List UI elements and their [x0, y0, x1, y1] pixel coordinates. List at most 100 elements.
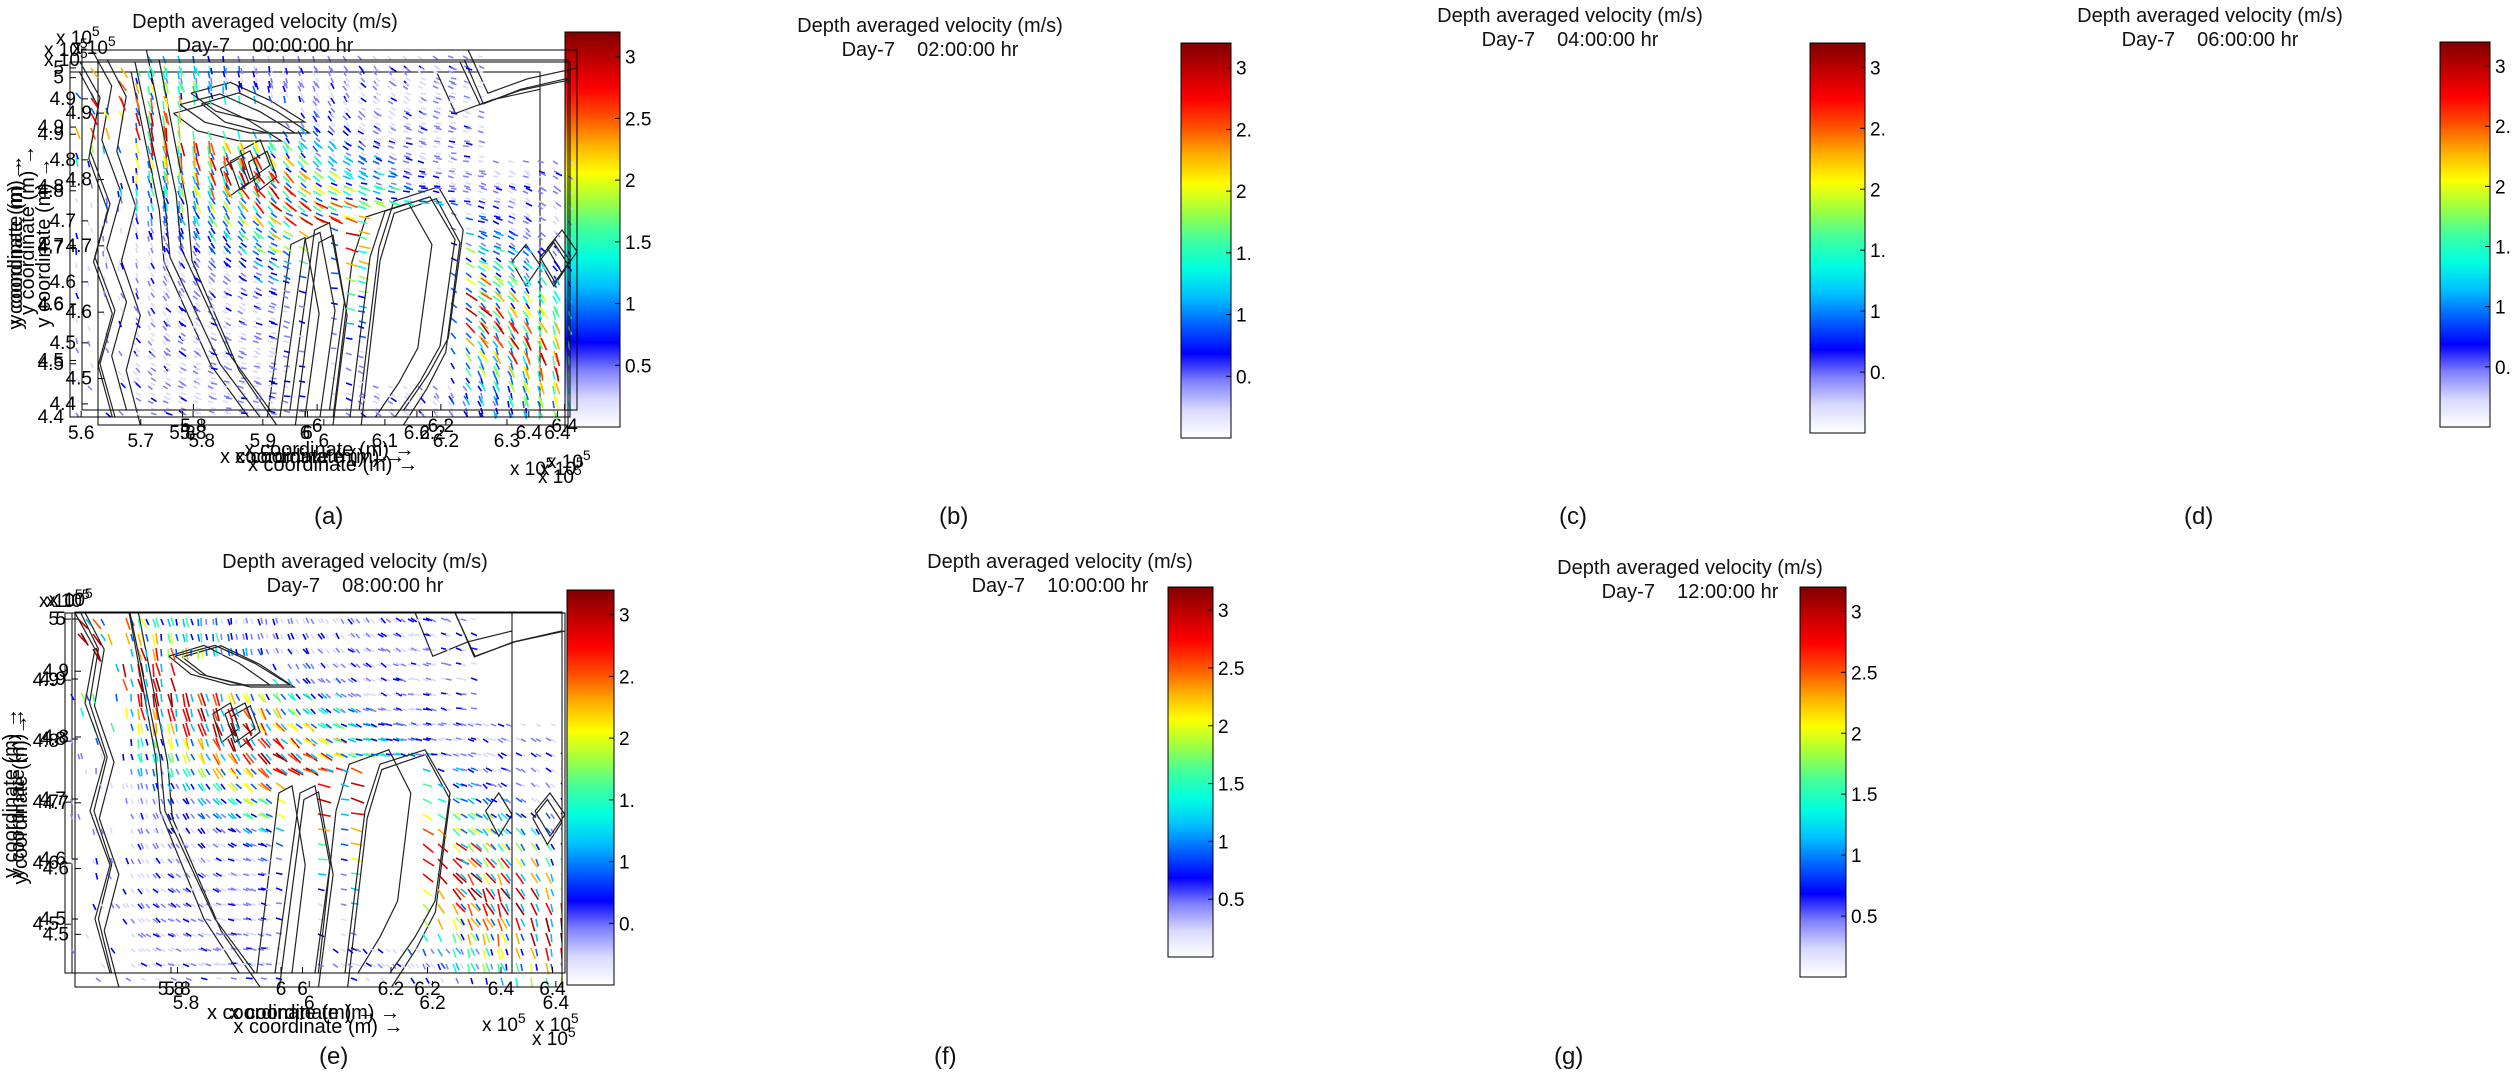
- velocity-vector: [170, 662, 176, 676]
- velocity-vector: [370, 693, 376, 697]
- velocity-vector: [162, 280, 168, 287]
- velocity-vector: [210, 217, 218, 227]
- velocity-vector: [282, 400, 289, 404]
- velocity-vector: [220, 843, 226, 848]
- velocity-vector: [508, 200, 516, 205]
- velocity-vector: [345, 77, 351, 83]
- coast-path: [534, 792, 565, 838]
- velocity-vector: [380, 692, 387, 697]
- velocity-vector: [560, 977, 562, 987]
- y-tick-label: 4.8: [33, 731, 59, 752]
- velocity-vector: [252, 280, 258, 284]
- velocity-vector: [370, 738, 378, 742]
- velocity-vector: [435, 122, 442, 125]
- velocity-vector: [255, 187, 266, 199]
- velocity-vector: [252, 400, 259, 404]
- velocity-vector: [125, 617, 131, 630]
- velocity-vector: [260, 827, 269, 833]
- velocity-vector: [455, 917, 464, 927]
- velocity-vector: [402, 145, 409, 149]
- velocity-vector: [208, 95, 212, 106]
- velocity-vector: [163, 245, 166, 253]
- velocity-vector: [493, 200, 501, 203]
- velocity-vector: [240, 317, 247, 322]
- y-tick-label: 4.9: [33, 670, 59, 691]
- velocity-vector: [175, 873, 182, 878]
- x-tick-label: 5.8: [180, 416, 206, 437]
- velocity-vector: [520, 798, 527, 803]
- velocity-vector: [285, 157, 295, 167]
- velocity-vector: [357, 310, 366, 313]
- velocity-vector: [170, 722, 176, 735]
- velocity-vector: [282, 295, 289, 300]
- velocity-vector: [240, 367, 247, 370]
- velocity-vector: [180, 332, 186, 337]
- velocity-vector: [315, 127, 321, 134]
- velocity-vector: [395, 632, 402, 638]
- velocity-vector: [540, 292, 547, 303]
- velocity-vector: [330, 107, 336, 113]
- velocity-vector: [480, 332, 487, 340]
- velocity-vector: [267, 250, 275, 256]
- velocity-vector: [110, 722, 116, 733]
- velocity-vector: [477, 310, 486, 318]
- velocity-vector: [150, 112, 154, 127]
- velocity-vector: [552, 310, 557, 321]
- x-tick-label: 6.4: [516, 423, 543, 444]
- velocity-vector: [210, 142, 216, 156]
- colorbar-tick-label: 1: [1851, 846, 1862, 867]
- velocity-vector: [280, 693, 287, 701]
- velocity-vector: [525, 337, 532, 351]
- velocity-vector: [210, 152, 215, 161]
- velocity-vector: [345, 142, 352, 147]
- velocity-vector: [555, 217, 560, 223]
- velocity-vector: [345, 392, 351, 396]
- velocity-vector: [237, 385, 244, 389]
- velocity-vector: [520, 933, 525, 942]
- velocity-vector: [223, 155, 227, 169]
- velocity-vector: [545, 857, 552, 868]
- velocity-vector: [237, 355, 244, 359]
- velocity-vector: [210, 257, 216, 264]
- velocity-vector: [462, 190, 469, 193]
- velocity-vector: [460, 678, 467, 681]
- velocity-vector: [357, 370, 364, 375]
- velocity-vector: [530, 812, 537, 819]
- velocity-vector: [525, 307, 534, 318]
- velocity-vector: [132, 370, 138, 376]
- velocity-vector: [298, 140, 304, 151]
- velocity-vector: [478, 155, 485, 158]
- velocity-vector: [155, 797, 159, 804]
- velocity-vector: [267, 205, 274, 214]
- velocity-vector: [195, 367, 202, 371]
- velocity-vector: [195, 167, 200, 176]
- velocity-vector: [140, 947, 146, 952]
- velocity-vector: [147, 340, 153, 346]
- velocity-vector: [265, 783, 273, 790]
- velocity-vector: [122, 888, 127, 895]
- velocity-vector: [163, 155, 166, 168]
- velocity-vector: [510, 397, 514, 408]
- colorbar-tick-label: 2: [625, 171, 636, 192]
- velocity-vector: [385, 648, 391, 653]
- velocity-vector: [525, 277, 532, 286]
- velocity-vector: [445, 678, 452, 681]
- velocity-vector: [192, 250, 197, 257]
- velocity-vector: [470, 662, 477, 665]
- velocity-vector: [268, 80, 271, 88]
- velocity-vector: [140, 722, 143, 735]
- velocity-vector: [435, 107, 442, 110]
- velocity-vector: [390, 112, 396, 117]
- velocity-vector: [193, 275, 198, 283]
- velocity-vector: [220, 768, 226, 776]
- velocity-vector: [190, 768, 195, 776]
- velocity-vector: [285, 77, 288, 84]
- velocity-vector: [490, 768, 497, 773]
- velocity-vector: [185, 932, 192, 937]
- velocity-vector: [510, 187, 517, 191]
- velocity-vector: [195, 302, 201, 307]
- velocity-vector: [355, 963, 362, 967]
- velocity-vector: [145, 708, 149, 717]
- velocity-vector: [470, 842, 482, 852]
- velocity-vector: [230, 887, 237, 892]
